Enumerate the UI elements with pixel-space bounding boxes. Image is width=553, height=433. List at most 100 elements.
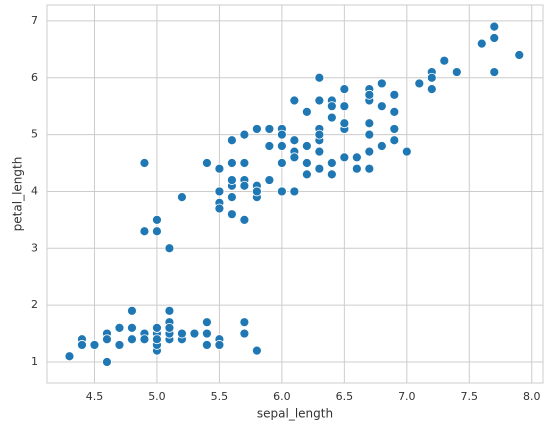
y-axis-label: petal_length: [11, 157, 25, 232]
point: [351, 152, 362, 163]
point: [514, 50, 525, 60]
point: [326, 169, 337, 180]
point: [251, 345, 262, 356]
point: [401, 146, 412, 157]
point: [227, 209, 237, 220]
point: [251, 124, 262, 134]
point: [139, 158, 150, 168]
point: [301, 158, 312, 168]
point: [164, 322, 175, 333]
point: [364, 129, 375, 140]
point: [289, 186, 300, 197]
point: [339, 101, 350, 112]
point: [264, 175, 275, 185]
point: [314, 72, 325, 83]
point: [227, 135, 237, 146]
point: [276, 158, 287, 168]
point: [351, 163, 362, 174]
point: [152, 214, 162, 225]
point: [152, 226, 162, 237]
point: [389, 106, 400, 117]
point: [439, 55, 450, 66]
y-tick-label: 4: [31, 184, 38, 197]
point: [214, 163, 225, 174]
point: [414, 78, 425, 89]
point: [301, 106, 312, 117]
point: [489, 33, 500, 43]
point: [227, 175, 237, 185]
point: [239, 158, 250, 168]
point: [301, 141, 312, 151]
point: [389, 89, 400, 100]
point: [89, 340, 100, 350]
x-axis-label: sepal_length: [257, 407, 333, 421]
point: [326, 101, 337, 112]
point: [139, 226, 150, 237]
y-tick-label: 1: [31, 355, 38, 368]
point: [326, 112, 337, 123]
x-tick-label: 6.0: [273, 390, 291, 403]
point: [314, 163, 325, 174]
point: [239, 317, 250, 328]
point: [276, 129, 287, 140]
y-tick-label: 5: [31, 128, 38, 141]
y-tick-label: 2: [31, 298, 38, 311]
point: [389, 135, 400, 146]
point: [389, 124, 400, 134]
point: [376, 78, 387, 89]
x-tick-label: 5.5: [211, 390, 229, 403]
point: [339, 84, 350, 95]
point: [339, 118, 350, 129]
point: [426, 84, 437, 95]
point: [289, 135, 300, 146]
x-tick-label: 7.5: [461, 390, 479, 403]
point: [301, 169, 312, 180]
x-tick-label: 4.5: [86, 390, 104, 403]
point: [239, 328, 250, 339]
point: [102, 357, 112, 367]
point: [127, 305, 137, 316]
point: [364, 163, 375, 174]
point: [276, 186, 287, 197]
x-tick-label: 5.0: [148, 390, 166, 403]
x-tick-label: 6.5: [336, 390, 354, 403]
point: [239, 180, 250, 191]
point: [202, 317, 212, 328]
point: [214, 203, 225, 214]
point: [202, 328, 212, 339]
y-tick-label: 6: [31, 71, 38, 84]
point: [276, 141, 287, 151]
point: [127, 334, 137, 345]
point: [326, 158, 337, 168]
point: [114, 340, 125, 350]
x-tick-label: 8.0: [523, 390, 541, 403]
point: [189, 328, 200, 339]
point: [152, 334, 162, 345]
point: [451, 67, 462, 77]
point: [227, 158, 237, 168]
point: [177, 192, 187, 203]
point: [214, 340, 225, 350]
point: [127, 322, 137, 333]
point: [164, 243, 175, 254]
point: [177, 328, 187, 339]
point: [489, 67, 500, 77]
point: [314, 129, 325, 140]
point: [102, 334, 112, 345]
point: [314, 146, 325, 157]
point: [251, 186, 262, 197]
point: [214, 186, 225, 197]
point: [239, 214, 250, 225]
point: [476, 38, 487, 49]
point: [202, 340, 212, 350]
y-tick-label: 3: [31, 241, 38, 254]
point: [152, 322, 162, 333]
point: [289, 152, 300, 163]
point: [202, 158, 212, 168]
point: [364, 118, 375, 129]
point: [227, 192, 237, 203]
point: [239, 129, 250, 140]
point: [376, 141, 387, 151]
point: [339, 152, 350, 163]
point: [314, 95, 325, 106]
